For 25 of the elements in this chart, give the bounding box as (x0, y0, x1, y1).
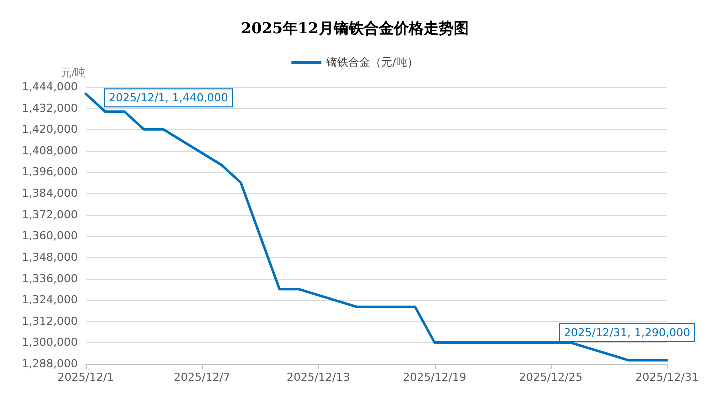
y-tick-label: 1,348,000 (22, 250, 78, 264)
y-axis-title: 元/吨 (60, 66, 86, 80)
chart-title: 2025年12月镝铁合金价格走势图 (241, 20, 469, 38)
y-tick-label: 1,408,000 (22, 144, 78, 158)
y-tick-label: 1,384,000 (22, 187, 78, 200)
x-tick-label: 2025/12/31 (636, 371, 700, 384)
y-tick-label: 1,300,000 (22, 336, 78, 350)
x-tick-label: 2025/12/13 (286, 371, 350, 384)
y-tick-label: 1,420,000 (22, 123, 78, 136)
x-tick-label: 2025/12/1 (58, 371, 114, 384)
y-tick-label: 1,444,000 (22, 80, 78, 94)
y-tick-label: 1,288,000 (22, 358, 78, 370)
x-tick-label: 2025/12/25 (519, 371, 583, 384)
annotation: 2025/12/1, 1,440,000 (109, 92, 228, 105)
y-tick-label: 1,336,000 (22, 272, 78, 286)
x-tick-label: 2025/12/19 (403, 371, 466, 384)
legend-label: 镝铁合金（元/吨） (326, 56, 418, 69)
x-tick-label: 2025/12/7 (174, 371, 230, 384)
y-tick-label: 1,432,000 (22, 102, 78, 115)
y-tick-label: 1,312,000 (22, 314, 78, 328)
annotation: 2025/12/31, 1,290,000 (564, 326, 690, 340)
y-tick-label: 1,396,000 (22, 166, 78, 179)
y-tick-label: 1,360,000 (22, 230, 78, 243)
y-tick-label: 1,372,000 (22, 208, 78, 222)
y-tick-label: 1,324,000 (22, 294, 78, 307)
